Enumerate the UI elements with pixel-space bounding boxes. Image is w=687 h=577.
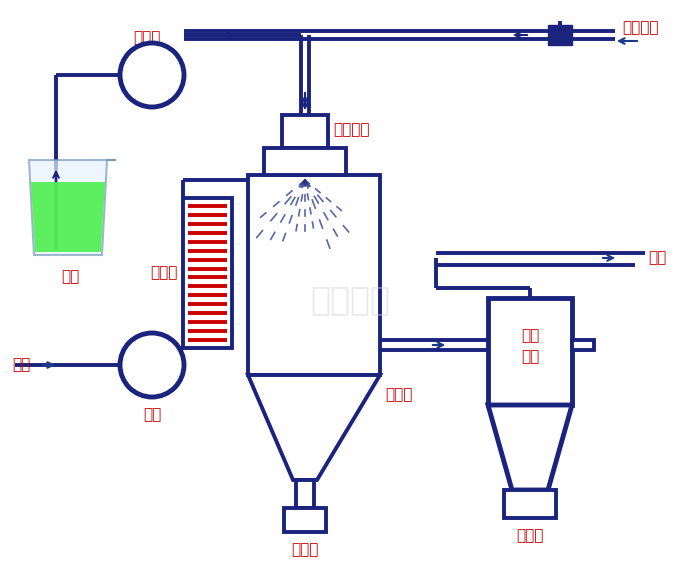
Text: 原料: 原料 bbox=[61, 269, 79, 284]
Text: 加热器: 加热器 bbox=[150, 265, 178, 280]
Polygon shape bbox=[29, 160, 107, 255]
Bar bbox=[248, 175, 380, 375]
Text: 压缩空气: 压缩空气 bbox=[622, 21, 659, 36]
Polygon shape bbox=[248, 375, 380, 480]
Text: 旋风
分离: 旋风 分离 bbox=[521, 328, 539, 364]
Polygon shape bbox=[31, 182, 105, 252]
Text: 雾化喷头: 雾化喷头 bbox=[333, 122, 370, 137]
Bar bbox=[504, 490, 556, 518]
Text: 上海歐蒙: 上海歐蒙 bbox=[310, 283, 390, 317]
Bar bbox=[282, 115, 328, 148]
Circle shape bbox=[120, 43, 184, 107]
Text: 风机: 风机 bbox=[143, 407, 161, 422]
Bar bbox=[488, 298, 572, 405]
Bar bbox=[548, 25, 572, 45]
Bar bbox=[572, 340, 594, 350]
Circle shape bbox=[120, 333, 184, 397]
Text: 空气: 空气 bbox=[12, 358, 30, 373]
Text: 收料瓶: 收料瓶 bbox=[291, 542, 319, 557]
Text: 尾气: 尾气 bbox=[648, 250, 666, 265]
Bar bbox=[284, 508, 326, 532]
Text: 收料瓶: 收料瓶 bbox=[517, 529, 543, 544]
Bar bbox=[183, 198, 232, 348]
Text: 干燥瓶: 干燥瓶 bbox=[385, 388, 412, 403]
Bar bbox=[296, 480, 314, 508]
Polygon shape bbox=[488, 405, 572, 490]
Bar bbox=[264, 148, 346, 175]
Text: 进料泵: 进料泵 bbox=[133, 31, 161, 46]
